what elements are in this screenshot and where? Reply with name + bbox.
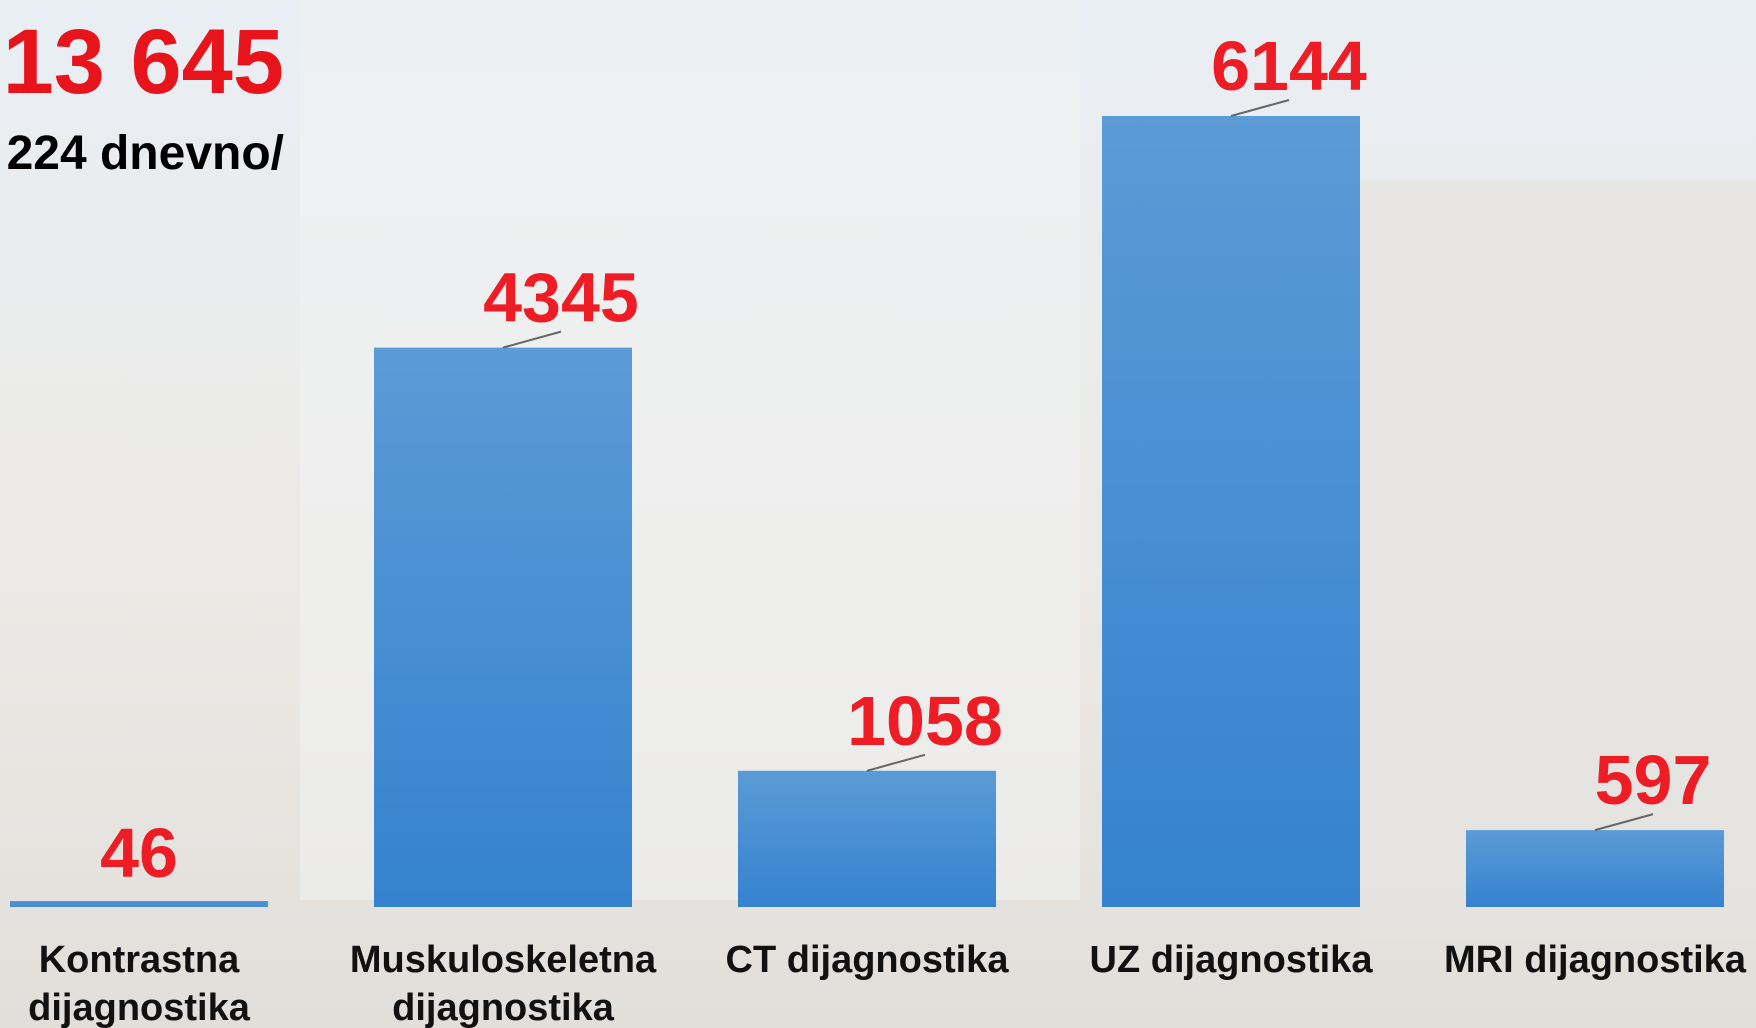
leader-line — [866, 753, 926, 772]
category-label: CT dijagnostika — [725, 939, 1009, 981]
bar — [1466, 830, 1724, 907]
category-label: UZ dijagnostika — [1089, 939, 1373, 981]
bar — [1102, 116, 1360, 907]
leader-line — [1594, 813, 1654, 832]
value-label: 1058 — [847, 682, 1003, 760]
subtitle: 224 dnevno/ — [6, 127, 284, 180]
leader-line — [1230, 99, 1290, 117]
value-label: 597 — [1595, 741, 1712, 819]
bar — [10, 901, 268, 907]
category-label: Kontrastna dijagnostika — [28, 939, 250, 1028]
value-label: 6144 — [1211, 27, 1367, 105]
bar — [738, 770, 996, 907]
category-label: Muskuloskeletna dijagnostika — [349, 939, 657, 1028]
bar — [374, 347, 632, 908]
value-label: 46 — [100, 814, 178, 892]
leader-line — [502, 330, 562, 349]
category-label: MRI dijagnostika — [1444, 939, 1746, 981]
background-building — [1360, 180, 1756, 940]
total-title: 13 645 — [2, 11, 284, 113]
value-label: 4345 — [483, 259, 639, 337]
